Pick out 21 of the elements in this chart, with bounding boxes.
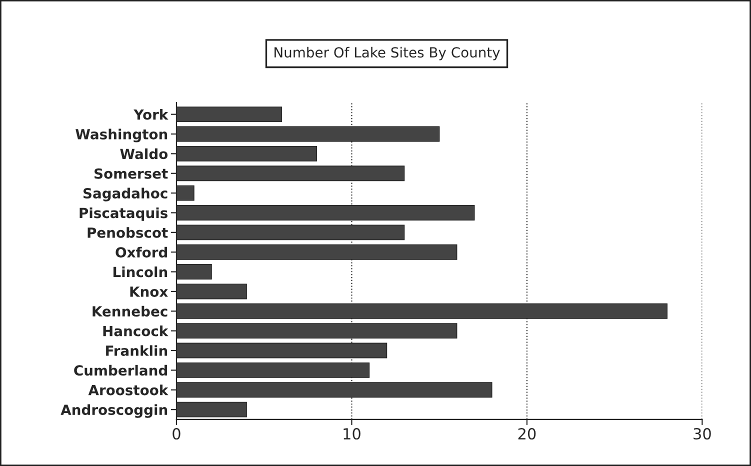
y-tick-label: Cumberland <box>74 364 167 376</box>
y-tick-label: Franklin <box>106 345 168 356</box>
y-tick-label: Sagadahoc <box>83 188 168 202</box>
x-tick-label: 20 <box>518 428 536 440</box>
chart-title: Number Of Lake Sites By County <box>274 46 500 60</box>
y-tick-label: Hancock <box>103 326 168 336</box>
y-tick-label: Oxford <box>116 246 167 258</box>
y-tick-label: Piscataquis <box>80 207 168 221</box>
y-tick-label: Lincoln <box>114 266 168 278</box>
y-tick-label: Aroostook <box>88 384 168 396</box>
x-tick-label: 30 <box>694 428 711 440</box>
x-tick-label: 10 <box>344 428 360 440</box>
x-tick-label: 0 <box>172 428 180 440</box>
y-tick-label: Androscoggin <box>60 404 168 418</box>
y-tick-label: Knox <box>130 286 168 297</box>
y-tick-label: Somerset <box>94 168 168 179</box>
y-tick-label: Waldo <box>120 148 168 160</box>
y-tick-label: York <box>134 109 168 120</box>
y-tick-label: Washington <box>76 128 168 142</box>
y-tick-label: Kennebec <box>92 306 168 317</box>
y-tick-label: Penobscot <box>88 227 168 238</box>
